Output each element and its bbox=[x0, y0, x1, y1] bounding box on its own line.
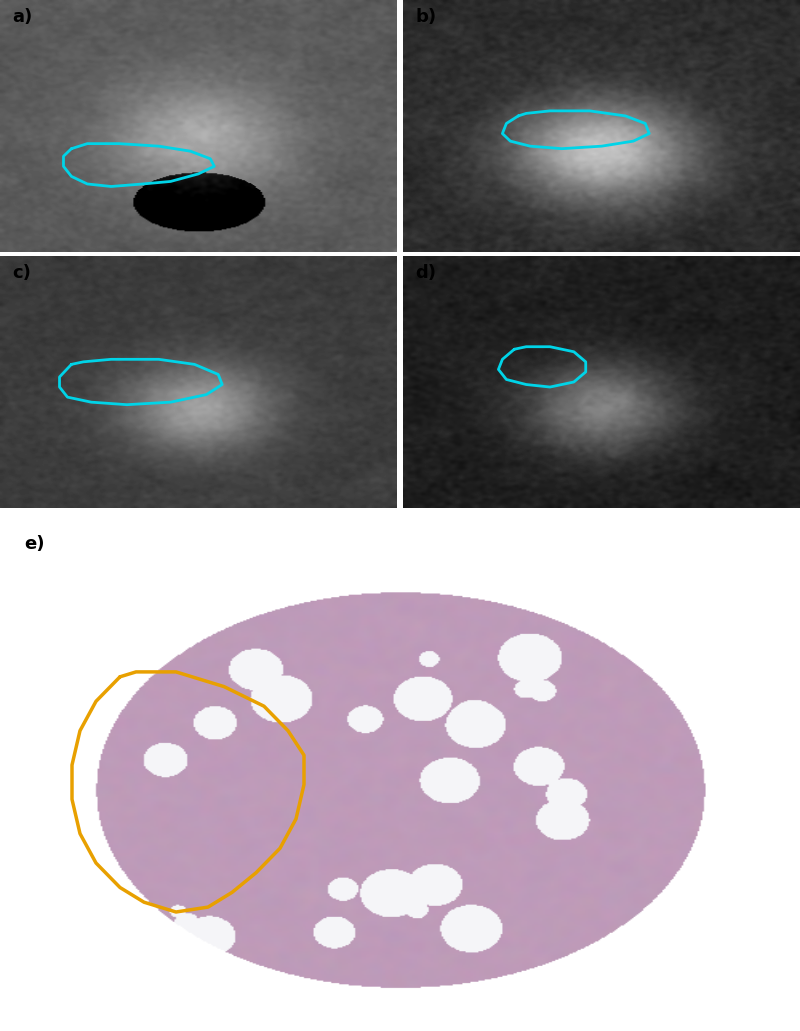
Text: a): a) bbox=[12, 7, 32, 26]
Text: c): c) bbox=[12, 264, 30, 281]
Text: d): d) bbox=[415, 264, 436, 281]
Text: b): b) bbox=[415, 7, 436, 26]
Text: e): e) bbox=[24, 535, 45, 553]
